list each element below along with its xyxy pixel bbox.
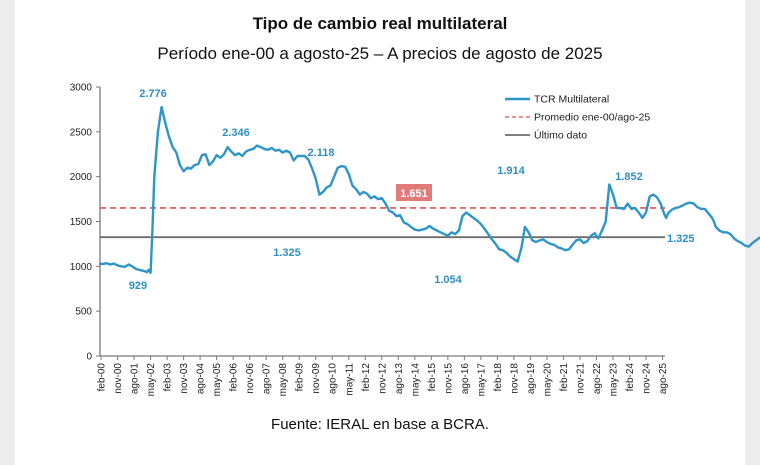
legend-label: Último dato	[534, 129, 587, 142]
data-label: 1.325	[273, 247, 301, 259]
legend-label: TCR Multilateral	[534, 94, 609, 106]
x-tick-label: feb-12	[361, 363, 372, 392]
x-tick-label: ago-19	[526, 363, 537, 395]
data-label: 1.054	[434, 274, 462, 286]
x-tick-label: nov-03	[179, 363, 190, 394]
x-tick-label: ago-22	[592, 363, 603, 395]
average-badge-label: 1.651	[400, 188, 428, 200]
y-tick-label: 2000	[70, 172, 93, 183]
y-tick-label: 2500	[70, 127, 93, 138]
x-tick-label: feb-00	[97, 363, 108, 392]
x-tick-label: nov-24	[642, 363, 653, 394]
legend-label: Promedio ene-00/ago-25	[534, 112, 650, 124]
chart-title: Tipo de cambio real multilateral	[252, 14, 508, 33]
x-tick-label: feb-24	[625, 363, 636, 392]
y-tick-label: 1000	[70, 262, 93, 273]
x-tick-label: nov-06	[245, 363, 256, 394]
x-tick-label: may-08	[278, 363, 289, 397]
x-tick-label: feb-18	[493, 363, 504, 392]
y-tick-label: 500	[75, 307, 92, 318]
data-label: 2.118	[308, 147, 335, 159]
x-tick-label: nov-15	[443, 363, 454, 394]
annotations: 2.776 929 2.346 2.118 1.651 1.325 1.054 1.914 1.…	[129, 88, 695, 292]
x-tick-label: may-23	[609, 363, 620, 397]
legend: TCR Multilateral Promedio ene-00/ago-25 Úl…	[505, 94, 650, 142]
x-tick-label: may-05	[212, 363, 223, 397]
x-tick-label: may-20	[542, 363, 553, 397]
x-tick-label: may-11	[344, 363, 355, 396]
x-tick-label: feb-03	[163, 363, 174, 392]
x-tick-label: nov-00	[113, 363, 124, 394]
chart-sheet	[15, 0, 745, 465]
x-tick-label: nov-12	[377, 363, 388, 394]
y-tick-label: 1500	[70, 217, 93, 228]
x-tick-label: ago-10	[328, 363, 339, 395]
data-label: 929	[129, 280, 147, 292]
x-tick-label: feb-09	[295, 363, 306, 392]
data-label: 1.325	[667, 233, 695, 245]
x-tick-label: may-17	[476, 363, 487, 397]
average-badge	[396, 184, 432, 201]
axes: 0 500 1000 1500 2000 2500 3000 feb-00 nov-00 ago-…	[70, 83, 669, 397]
x-tick-label: ago-07	[262, 363, 273, 395]
x-tick-label: ago-01	[130, 363, 141, 395]
x-tick-label: ago-16	[460, 363, 471, 395]
y-tick-label: 3000	[70, 83, 93, 94]
reference-lines	[100, 207, 665, 239]
x-tick-label: nov-09	[311, 363, 322, 394]
x-tick-label: ago-04	[196, 363, 207, 395]
data-label: 2.346	[222, 127, 250, 139]
tcr-series-line	[99, 105, 760, 274]
data-label: 2.776	[139, 88, 167, 100]
x-tick-label: may-02	[146, 363, 157, 397]
x-tick-label: nov-21	[575, 363, 586, 394]
x-tick-label: feb-15	[427, 363, 438, 392]
x-tick-label: ago-25	[658, 363, 669, 395]
y-tick-label: 0	[86, 352, 92, 363]
series-layer	[99, 105, 760, 274]
data-label: 1.914	[497, 165, 525, 177]
chart-subtitle: Período ene-00 a agosto-25 – A precios d…	[157, 44, 603, 63]
source-note: Fuente: IERAL en base a BCRA.	[271, 416, 489, 433]
x-tick-label: nov-18	[509, 363, 520, 394]
x-tick-label: feb-21	[559, 363, 570, 392]
data-label: 1.852	[615, 171, 643, 183]
x-tick-label: ago-13	[394, 363, 405, 395]
x-tick-label: feb-06	[229, 363, 240, 392]
x-tick-label: may-14	[410, 363, 421, 397]
